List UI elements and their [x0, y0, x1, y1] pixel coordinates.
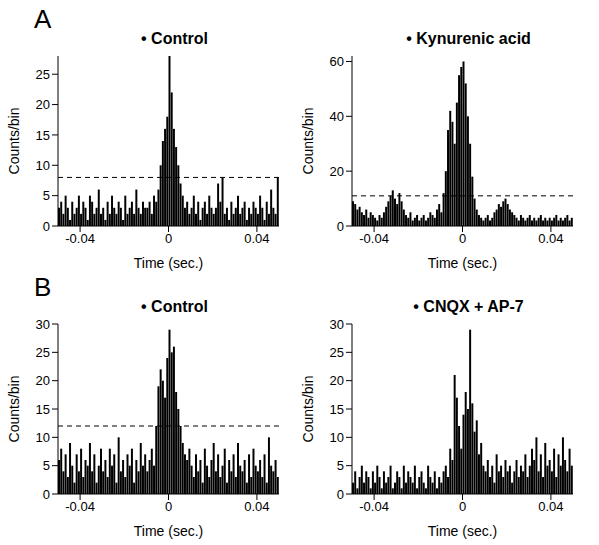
svg-text:20: 20: [330, 164, 344, 179]
svg-text:0: 0: [43, 487, 50, 502]
svg-text:10: 10: [36, 430, 50, 445]
html-text:B: B: [34, 272, 52, 302]
svg-text:20: 20: [330, 373, 344, 388]
svg-text:Time (sec.): Time (sec.): [428, 523, 497, 539]
svg-text:Counts/bin: Counts/bin: [300, 376, 316, 443]
svg-text:60: 60: [330, 54, 344, 69]
svg-text:-0.04: -0.04: [359, 231, 389, 246]
svg-text:-0.04: -0.04: [65, 499, 95, 514]
svg-text:25: 25: [36, 67, 50, 82]
svg-text:10: 10: [330, 430, 344, 445]
svg-text:0: 0: [337, 219, 344, 234]
svg-text:40: 40: [330, 109, 344, 124]
svg-text:0.04: 0.04: [538, 231, 563, 246]
svg-text:Time (sec.): Time (sec.): [428, 255, 497, 271]
svg-text:0: 0: [337, 487, 344, 502]
svg-text:0: 0: [165, 231, 172, 246]
svg-text:Time (sec.): Time (sec.): [134, 523, 203, 539]
html-text:• Control: • Control: [141, 30, 208, 47]
svg-text:-0.04: -0.04: [65, 231, 95, 246]
svg-text:30: 30: [36, 318, 50, 332]
svg-text:25: 25: [330, 345, 344, 360]
svg-text:0: 0: [43, 219, 50, 234]
svg-text:15: 15: [36, 402, 50, 417]
svg-text:10: 10: [36, 158, 50, 173]
svg-text:Time (sec.): Time (sec.): [134, 255, 203, 271]
svg-text:5: 5: [43, 458, 50, 473]
svg-text:-0.04: -0.04: [359, 499, 389, 514]
svg-text:0.04: 0.04: [244, 231, 269, 246]
svg-text:5: 5: [43, 188, 50, 203]
svg-text:0: 0: [165, 499, 172, 514]
svg-text:0: 0: [459, 499, 466, 514]
svg-text:0.04: 0.04: [538, 499, 563, 514]
svg-text:15: 15: [330, 402, 344, 417]
html-text:• Control: • Control: [141, 298, 208, 315]
svg-text:Counts/bin: Counts/bin: [8, 108, 22, 175]
svg-text:30: 30: [330, 318, 344, 332]
svg-text:5: 5: [337, 458, 344, 473]
html-text:A: A: [34, 4, 52, 34]
svg-text:25: 25: [36, 345, 50, 360]
svg-text:0: 0: [459, 231, 466, 246]
svg-text:15: 15: [36, 128, 50, 143]
svg-text:Counts/bin: Counts/bin: [300, 108, 316, 175]
html-text:• Kynurenic acid: • Kynurenic acid: [406, 30, 531, 47]
svg-text:Counts/bin: Counts/bin: [8, 376, 22, 443]
svg-text:20: 20: [36, 97, 50, 112]
svg-text:0.04: 0.04: [244, 499, 269, 514]
svg-text:20: 20: [36, 373, 50, 388]
html-text:• CNQX + AP-7: • CNQX + AP-7: [413, 298, 524, 315]
